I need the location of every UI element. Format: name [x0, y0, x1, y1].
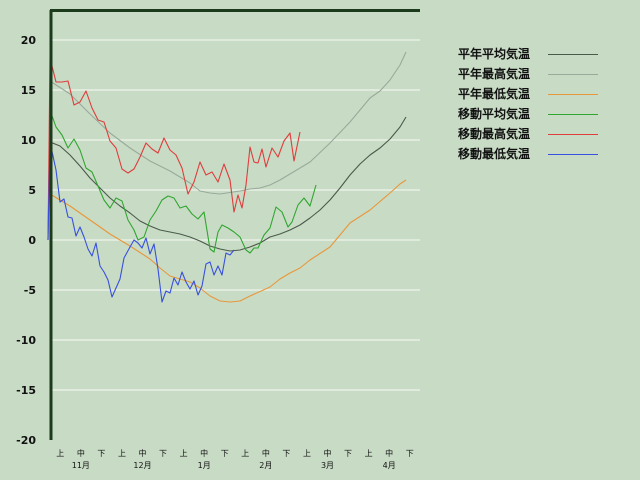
y-tick-label: 20 — [21, 34, 37, 47]
grid — [50, 39, 420, 391]
x-tick-label: 上 — [118, 449, 126, 458]
y-tick-label: -15 — [16, 384, 36, 397]
x-tick-label: 中 — [77, 448, 85, 458]
x-tick-label: 中 — [139, 448, 147, 458]
y-tick-label: 10 — [21, 134, 37, 147]
x-month-label: 11月 — [72, 461, 90, 470]
x-month-label: 3月 — [321, 461, 334, 470]
legend-label: 平年最低気温 — [458, 87, 531, 101]
x-axis: 上 中 下 上 中 下 上 中 下 上 中 下 上 中 下 上 中 下 11月 12月 1月 2月 3月 4月 — [56, 448, 413, 470]
x-month-label: 2月 — [259, 461, 272, 470]
x-tick-label: 下 — [406, 449, 414, 458]
legend-item: 移動平均気温 — [455, 106, 615, 126]
series-line — [49, 51, 407, 195]
plot-area — [50, 10, 420, 440]
legend-item: 平年最高気温 — [455, 66, 615, 86]
y-tick-label: 0 — [28, 234, 36, 247]
x-tick-label: 中 — [262, 448, 270, 458]
x-month-label: 4月 — [383, 461, 396, 470]
x-month-label: 12月 — [133, 461, 151, 470]
y-tick-label: -20 — [16, 434, 36, 447]
x-tick-label: 下 — [159, 449, 167, 458]
legend-label: 平年最高気温 — [458, 67, 531, 81]
x-tick-label: 中 — [324, 448, 332, 458]
series-line — [47, 141, 235, 303]
x-tick-label: 中 — [200, 448, 208, 458]
legend-swatch — [548, 74, 598, 75]
legend-swatch — [548, 134, 598, 135]
series-line — [47, 109, 317, 254]
legend-item: 移動最高気温 — [455, 126, 615, 146]
x-tick-label: 上 — [241, 449, 249, 458]
x-tick-label: 下 — [97, 449, 105, 458]
legend-label: 移動最低気温 — [458, 147, 531, 161]
legend-label: 移動最高気温 — [458, 127, 531, 141]
series-layer — [47, 51, 407, 303]
x-tick-label: 上 — [303, 449, 311, 458]
x-tick-label: 上 — [56, 449, 64, 458]
x-tick-label: 下 — [282, 449, 290, 458]
legend-swatch — [548, 94, 598, 95]
legend-item: 平年最低気温 — [455, 86, 615, 106]
series-line — [49, 179, 407, 303]
x-tick-label: 上 — [180, 449, 188, 458]
x-month-label: 1月 — [198, 461, 211, 470]
series-line — [49, 116, 407, 252]
legend-swatch — [548, 154, 598, 155]
legend-item: 平年平均気温 — [455, 46, 615, 66]
series-line — [47, 57, 301, 241]
y-axis: 20 15 10 5 0 -5 -10 -15 -20 — [16, 34, 36, 447]
legend-label: 平年平均気温 — [458, 47, 531, 61]
y-tick-label: 15 — [21, 84, 36, 97]
x-tick-label: 中 — [385, 448, 393, 458]
legend-label: 移動平均気温 — [458, 107, 531, 121]
legend-swatch — [548, 114, 598, 115]
x-tick-label: 下 — [221, 449, 229, 458]
legend: 平年平均気温 平年最高気温 平年最低気温 移動平均気温 移動最高気温 移動最低気温 — [455, 46, 615, 166]
x-tick-label: 上 — [365, 449, 373, 458]
y-tick-label: -10 — [16, 334, 36, 347]
legend-swatch — [548, 54, 598, 55]
x-tick-label: 下 — [344, 449, 352, 458]
legend-item: 移動最低気温 — [455, 146, 615, 166]
y-tick-label: -5 — [24, 284, 36, 297]
y-tick-label: 5 — [28, 184, 36, 197]
